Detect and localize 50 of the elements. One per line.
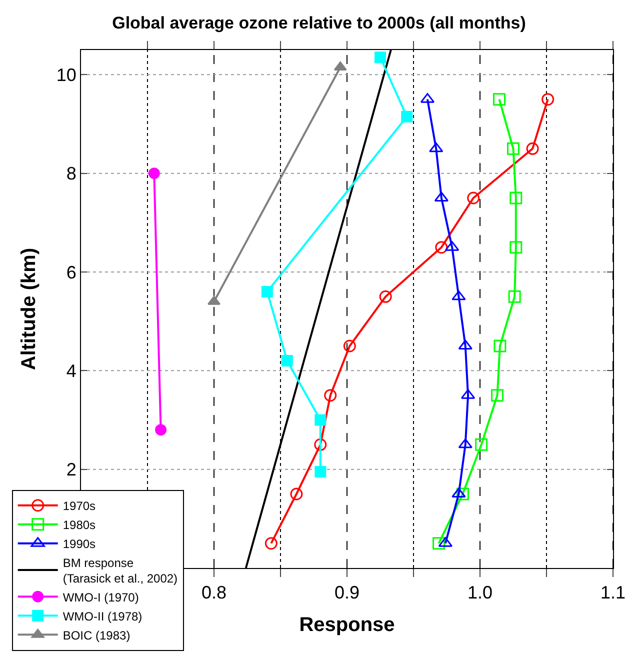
point <box>491 389 504 402</box>
point <box>429 142 444 152</box>
y-tick-label: 8 <box>66 164 76 184</box>
point <box>507 142 520 155</box>
x-tick-label: 1.1 <box>600 582 626 603</box>
legend-label: 1990s <box>62 537 96 552</box>
point <box>343 340 356 352</box>
point <box>435 241 448 254</box>
chart-title: Global average ozone relative to 2000s (all months) <box>112 13 526 32</box>
point <box>148 168 160 180</box>
point <box>458 438 472 448</box>
point <box>155 424 167 436</box>
x-tick-label: 1.0 <box>467 582 493 603</box>
point <box>379 290 392 303</box>
legend-label: 1980s <box>62 518 96 532</box>
x-tick-label: 0.9 <box>334 582 360 603</box>
point <box>290 488 303 500</box>
legend-label: BM response (Tarasick et al., 2002) <box>62 556 178 586</box>
point <box>281 355 293 367</box>
point <box>314 466 326 478</box>
point <box>324 389 337 402</box>
point <box>508 290 521 303</box>
point <box>314 438 327 451</box>
x-axis-title: Response <box>299 614 395 636</box>
point <box>510 192 522 204</box>
point <box>542 93 554 106</box>
y-tick-label: 6 <box>66 262 76 282</box>
point <box>510 241 522 254</box>
point <box>432 537 446 550</box>
point <box>452 290 466 300</box>
y-axis-title: Altitude (km) <box>18 248 40 370</box>
point <box>456 488 469 500</box>
point <box>526 142 539 155</box>
point <box>475 438 488 451</box>
x-tick-label: 0.8 <box>201 582 227 603</box>
legend-label: WMO-II (1978) <box>62 609 142 624</box>
y-tick-label: 2 <box>66 460 76 480</box>
legend-label: BOIC (1983) <box>62 628 130 642</box>
point <box>401 110 413 122</box>
legend-label: 1970s <box>62 499 96 514</box>
point <box>374 52 386 64</box>
point <box>314 414 326 426</box>
point <box>494 340 506 352</box>
point <box>493 93 506 106</box>
y-tick-label: 4 <box>66 360 76 381</box>
point <box>264 537 278 550</box>
point <box>261 286 273 298</box>
legend-label: WMO-I (1970) <box>62 590 139 604</box>
point <box>467 192 480 204</box>
y-tick-label: 10 <box>56 64 76 85</box>
